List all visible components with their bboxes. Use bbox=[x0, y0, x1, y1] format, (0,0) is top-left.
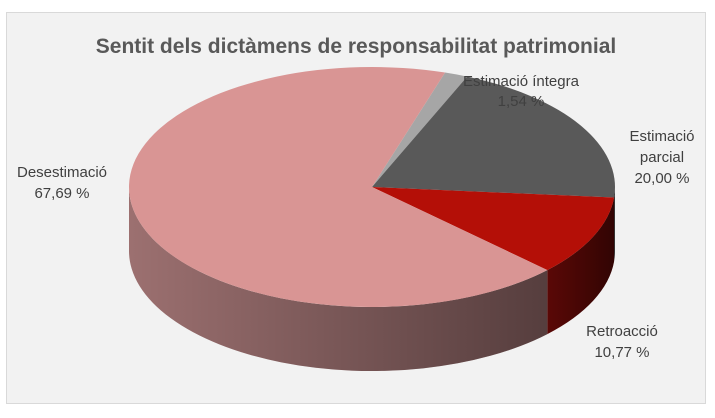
data-label-text: Desestimació bbox=[17, 164, 107, 181]
chart-title: Sentit dels dictàmens de responsabilitat… bbox=[95, 35, 617, 58]
data-label-estimacio-integra: Estimació íntegra 1,54 % bbox=[463, 73, 580, 110]
data-label-text: parcial bbox=[640, 149, 684, 166]
data-label-value: 1,54 % bbox=[498, 93, 545, 110]
data-label-desestimacio: Desestimació 67,69 % bbox=[17, 164, 107, 202]
slice-estimacio-integra bbox=[372, 72, 468, 187]
data-label-value: 67,69 % bbox=[34, 185, 89, 202]
data-label-text: Retroacció bbox=[586, 323, 658, 340]
data-label-value: 20,00 % bbox=[634, 170, 689, 187]
slice-desestimacio bbox=[128, 67, 548, 308]
data-label-text: Estimació bbox=[629, 128, 694, 145]
slice-side-shade-estimacio-parcial bbox=[614, 187, 615, 262]
slice-side-shade-retroaccio bbox=[547, 197, 615, 335]
slice-side-shade-desestimacio bbox=[129, 187, 548, 371]
data-label-estimacio-parcial: Estimació parcial 20,00 % bbox=[629, 128, 694, 187]
slice-estimacio-parcial bbox=[372, 76, 615, 198]
slice-retroaccio bbox=[372, 187, 615, 271]
data-label-text: Estimació íntegra bbox=[463, 73, 580, 90]
data-label-retroaccio: Retroacció 10,77 % bbox=[586, 323, 658, 361]
data-label-value: 10,77 % bbox=[594, 344, 649, 361]
